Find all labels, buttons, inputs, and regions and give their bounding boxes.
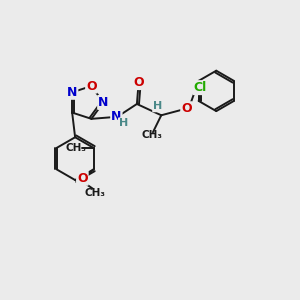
Text: CH₃: CH₃: [66, 143, 87, 153]
Text: O: O: [77, 172, 88, 185]
Text: O: O: [133, 76, 144, 89]
Text: N: N: [111, 110, 122, 123]
Text: N: N: [67, 86, 77, 99]
Text: H: H: [119, 118, 128, 128]
Text: H: H: [153, 101, 162, 111]
Text: O: O: [86, 80, 97, 92]
Text: Cl: Cl: [194, 81, 207, 94]
Text: N: N: [98, 96, 109, 109]
Text: CH₃: CH₃: [142, 130, 163, 140]
Text: O: O: [181, 102, 192, 115]
Text: CH₃: CH₃: [85, 188, 106, 197]
